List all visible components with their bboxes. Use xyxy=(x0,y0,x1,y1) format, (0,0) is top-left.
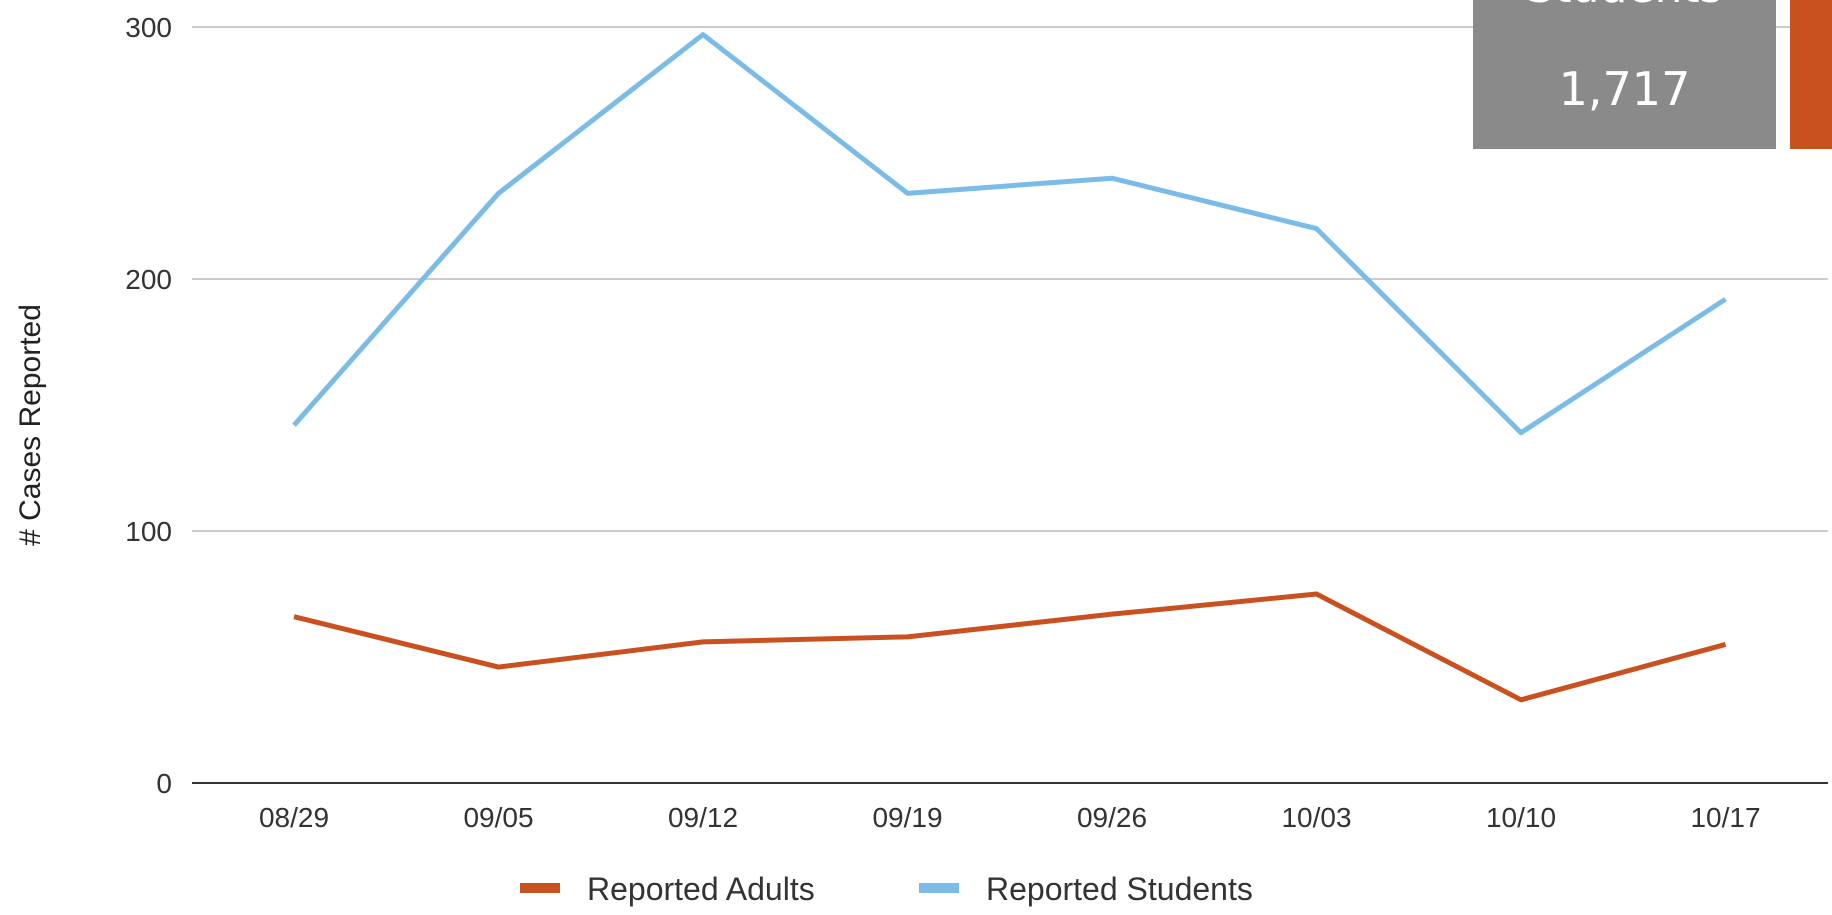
series-line-reported-students xyxy=(292,32,1727,436)
y-tick-label: 0 xyxy=(156,768,172,799)
y-axis-label: # Cases Reported xyxy=(14,304,47,546)
accent-box xyxy=(1790,0,1832,149)
legend-swatch xyxy=(520,883,560,893)
series-line-reported-adults xyxy=(293,591,1727,703)
x-tick-label: 10/17 xyxy=(1690,802,1760,833)
legend: Reported Adults Reported Students xyxy=(520,871,1253,907)
students-total-label: Students xyxy=(1473,0,1776,13)
legend-swatch xyxy=(919,883,959,893)
x-tick-label: 09/12 xyxy=(668,802,738,833)
x-tick-label: 08/29 xyxy=(259,802,329,833)
x-tick-label: 09/26 xyxy=(1077,802,1147,833)
students-total-box: Students 1,717 xyxy=(1473,0,1776,149)
legend-label: Reported Students xyxy=(986,871,1253,907)
y-tick-label: 100 xyxy=(125,516,172,547)
y-tick-label: 200 xyxy=(125,264,172,295)
legend-label: Reported Adults xyxy=(587,871,815,907)
x-axis-ticks: 08/29 09/05 09/12 09/19 09/26 10/03 10/10 10/17 xyxy=(259,802,1761,833)
y-tick-label: 300 xyxy=(125,12,172,43)
series-lines xyxy=(292,32,1727,703)
x-tick-label: 10/10 xyxy=(1486,802,1556,833)
x-tick-label: 09/19 xyxy=(872,802,942,833)
x-tick-label: 10/03 xyxy=(1281,802,1351,833)
y-axis-ticks: 0 100 200 300 xyxy=(125,12,172,799)
x-tick-label: 09/05 xyxy=(463,802,533,833)
students-total-value: 1,717 xyxy=(1558,62,1691,116)
